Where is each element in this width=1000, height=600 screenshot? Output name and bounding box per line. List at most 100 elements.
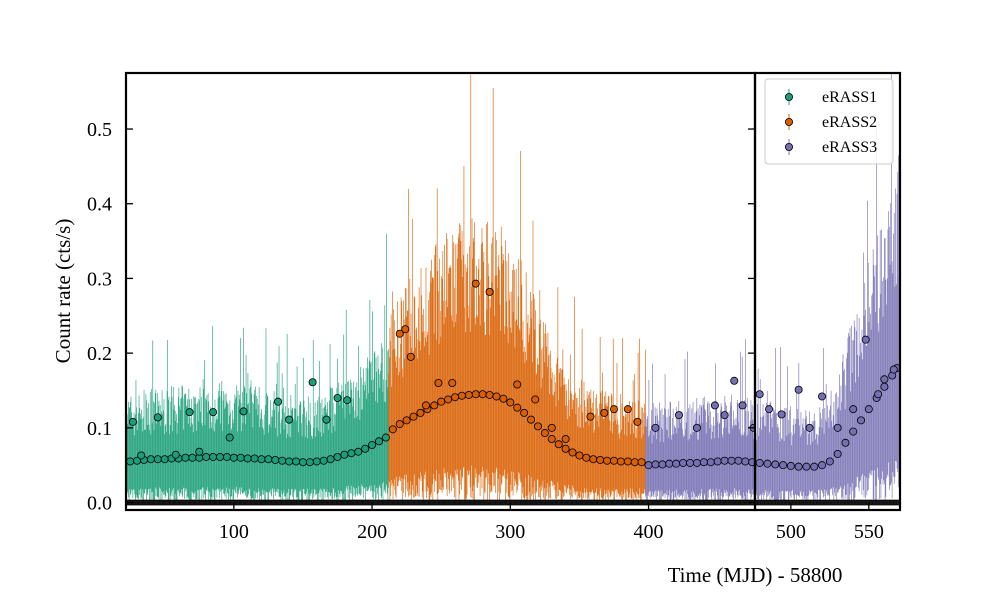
data-point [464,390,473,399]
data-point [600,408,609,417]
data-point [589,455,598,464]
data-point [361,444,370,453]
data-point [720,411,729,420]
data-point [333,393,342,402]
data-point [437,397,446,406]
data-point [825,457,834,466]
data-point [651,423,660,432]
legend-box [764,78,894,165]
data-point [209,452,218,461]
data-point [257,455,266,464]
x-tick-label: 200 [357,521,387,543]
data-point [741,457,750,466]
data-point [402,416,411,425]
legend-label: eRASS3 [822,139,877,156]
data-point [616,457,625,466]
data-point [225,433,234,442]
data-point [146,455,155,464]
data-point [485,287,494,296]
data-point [861,335,870,344]
data-point [603,456,612,465]
data-point [755,390,764,399]
data-point [710,401,719,410]
data-point [222,452,231,461]
y-tick-label: 0.3 [87,268,112,290]
data-point [857,416,866,425]
data-point [448,379,457,388]
data-point [137,451,146,460]
x-tick-label: 500 [776,521,806,543]
data-point [533,422,542,431]
data-point [586,412,595,421]
legend-marker [785,93,794,102]
axis-ticks: 0.0 0.1 0.2 0.3 0.4 0.5 100 200 300 400 500 550 [87,119,884,543]
data-point [779,461,788,470]
data-point [308,378,317,387]
data-point [609,405,618,414]
data-point [333,452,342,461]
data-point [889,365,898,374]
data-point [561,435,570,444]
data-point [471,279,480,288]
data-point [285,415,294,424]
data-point [880,375,889,384]
data-point [794,462,803,471]
data-point [637,458,646,467]
data-point [188,453,197,462]
data-point [216,452,225,461]
data-point [777,410,786,419]
data-point [734,456,743,465]
data-point [513,380,522,389]
data-point [802,462,811,471]
data-point [818,461,827,470]
x-tick-label: 300 [495,521,525,543]
legend-label: eRASS2 [822,114,877,131]
data-point [805,423,814,432]
data-point [250,454,259,463]
data-point [568,448,577,457]
data-point [195,447,204,456]
data-point [874,390,883,399]
data-point [388,425,397,434]
data-point [833,423,842,432]
data-point [305,458,314,467]
data-point [430,401,439,410]
data-point [406,352,415,361]
data-point [748,458,755,467]
data-point [633,417,642,426]
data-point [434,379,443,388]
data-point [849,405,858,414]
y-tick-label: 0.4 [87,194,112,216]
data-point [492,392,501,401]
legend-items: eRASS1 eRASS2 eRASS3 [785,89,877,156]
legend: eRASS1 eRASS2 eRASS3 [764,78,894,165]
data-point [794,385,803,394]
data-point [554,440,563,449]
data-point [444,395,453,404]
data-point [623,405,632,414]
data-point [771,460,780,469]
data-point [720,456,729,465]
data-point [153,413,162,422]
data-point [692,423,701,432]
data-point [409,412,418,421]
data-point [765,405,774,414]
x-tick-label: 400 [634,521,664,543]
data-point [271,455,280,464]
y-axis-label: Count rate (cts/s) [51,219,75,364]
data-point [243,454,252,463]
data-point [374,437,383,446]
data-point [540,429,549,438]
data-point [347,449,356,458]
data-point [292,457,301,466]
data-point [596,455,605,464]
data-point [786,461,795,470]
data-point [679,458,688,467]
data-point [755,458,764,467]
data-point [340,450,349,459]
data-point [264,455,273,464]
y-tick-label: 0.1 [87,418,112,440]
data-point [531,395,540,404]
data-point [416,408,425,417]
data-point [763,459,772,468]
